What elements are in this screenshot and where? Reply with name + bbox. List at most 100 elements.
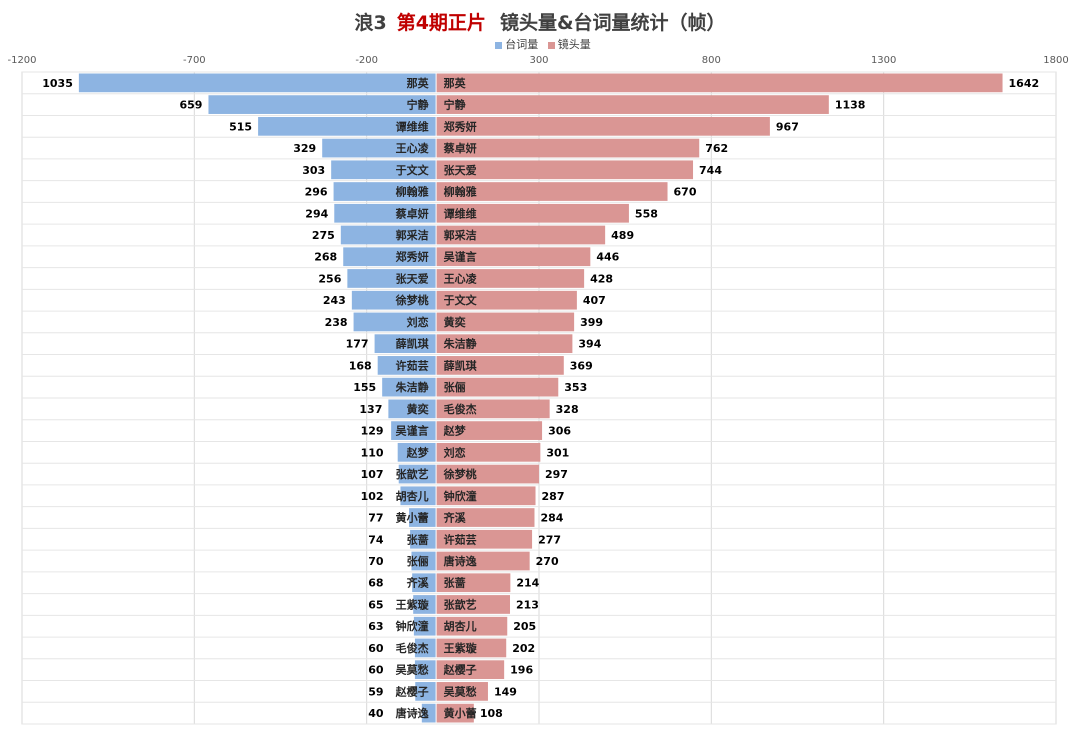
- data-label-shots: 306: [548, 425, 571, 438]
- data-label-shots: 762: [705, 142, 728, 155]
- data-label-shots: 287: [542, 490, 565, 503]
- category-label-shots: 郭采洁: [444, 228, 477, 242]
- bar-lines: [347, 269, 436, 288]
- category-label-lines: 张天爱: [396, 271, 429, 285]
- bar-lines: [414, 638, 436, 658]
- legend-swatch-lines: [495, 41, 503, 49]
- category-label-shots: 郑秀妍: [444, 119, 477, 133]
- category-label-shots: 朱洁静: [443, 337, 477, 351]
- data-label-shots: 202: [512, 642, 535, 655]
- bar-lines: [410, 529, 436, 549]
- data-label-lines: 303: [302, 164, 325, 177]
- data-label-lines: 243: [323, 294, 346, 307]
- bar-lines: [353, 312, 436, 332]
- bar-shots: [436, 486, 536, 506]
- x-tick-label: 800: [702, 55, 721, 66]
- data-label-shots: 407: [583, 294, 606, 307]
- bar-lines: [421, 703, 436, 723]
- category-label-lines: 吴莫愁: [396, 663, 429, 677]
- category-label-shots: 薛凯琪: [444, 358, 477, 372]
- data-label-shots: 399: [580, 316, 603, 329]
- bar-lines: [340, 225, 436, 245]
- data-label-shots: 353: [564, 381, 587, 394]
- bar-lines: [413, 616, 436, 636]
- data-label-shots: 489: [611, 229, 634, 242]
- category-label-lines: 薛凯琪: [396, 337, 429, 351]
- data-label-lines: 60: [368, 642, 384, 655]
- data-label-shots: 214: [516, 577, 539, 590]
- category-label-shots: 齐溪: [444, 511, 467, 525]
- legend-label-lines: 台词量: [505, 38, 539, 51]
- title-highlight: 第4期正片: [396, 12, 486, 34]
- data-label-shots: 670: [674, 186, 697, 199]
- bar-shots: [436, 442, 541, 462]
- bar-shots: [436, 377, 559, 397]
- bar-shots: [436, 269, 585, 288]
- bar-lines: [374, 334, 436, 354]
- bar-lines: [208, 95, 436, 114]
- category-label-shots: 赵樱子: [443, 663, 477, 677]
- category-label-lines: 朱洁静: [395, 380, 429, 394]
- bar-shots: [436, 334, 573, 354]
- data-label-shots: 270: [536, 555, 559, 568]
- category-label-shots: 钟欣潼: [444, 489, 477, 503]
- category-label-lines: 毛俊杰: [396, 641, 429, 655]
- category-label-shots: 王心凌: [444, 271, 478, 285]
- category-label-lines: 齐溪: [407, 576, 430, 590]
- bar-shots: [436, 595, 511, 614]
- bar-lines: [382, 377, 436, 397]
- legend-swatch-shots: [547, 41, 555, 49]
- data-label-shots: 446: [596, 251, 619, 264]
- category-label-shots: 柳翰雅: [444, 185, 477, 199]
- title-main: 镜头量&台词量统计（帧）: [499, 12, 726, 34]
- data-label-lines: 110: [361, 446, 384, 459]
- data-label-lines: 296: [305, 186, 328, 199]
- category-label-lines: 黄小蕾: [396, 511, 429, 525]
- category-label-shots: 王紫璇: [444, 641, 478, 655]
- x-tick-label: 300: [529, 55, 548, 66]
- data-label-lines: 65: [368, 598, 383, 611]
- category-label-shots: 张歆艺: [444, 597, 477, 611]
- category-label-shots: 谭维维: [444, 206, 477, 220]
- data-label-shots: 394: [578, 338, 601, 351]
- data-label-shots: 277: [538, 533, 561, 546]
- legend-label-shots: 镜头量: [557, 38, 591, 51]
- category-label-lines: 赵樱子: [395, 684, 429, 698]
- category-label-shots: 张蔷: [444, 576, 466, 590]
- bar-shots: [436, 95, 829, 114]
- category-label-lines: 柳翰雅: [396, 185, 429, 199]
- bar-shots: [436, 421, 543, 440]
- category-label-shots: 徐梦桃: [443, 467, 477, 481]
- bar-lines: [415, 682, 436, 701]
- data-label-lines: 59: [368, 685, 383, 698]
- category-label-lines: 那英: [407, 76, 430, 90]
- data-label-shots: 967: [776, 120, 799, 133]
- category-label-shots: 刘恋: [444, 445, 466, 459]
- category-label-lines: 宁静: [407, 98, 429, 112]
- category-label-shots: 唐诗逸: [444, 554, 477, 568]
- bar-lines: [409, 508, 436, 527]
- data-label-lines: 256: [318, 272, 341, 285]
- category-label-lines: 郑秀妍: [396, 250, 429, 264]
- data-label-shots: 297: [545, 468, 568, 481]
- data-label-lines: 268: [314, 251, 337, 264]
- bar-shots: [436, 703, 474, 723]
- bar-shots: [436, 182, 668, 201]
- data-label-lines: 329: [293, 142, 316, 155]
- data-label-lines: 74: [368, 533, 384, 546]
- category-label-lines: 赵梦: [406, 445, 430, 459]
- category-label-shots: 吴谨言: [444, 250, 477, 264]
- bar-lines: [331, 160, 436, 180]
- bar-shots: [436, 399, 550, 419]
- bar-shots: [436, 312, 575, 332]
- category-label-shots: 那英: [444, 76, 467, 90]
- data-label-shots: 328: [556, 403, 579, 416]
- bar-lines: [413, 595, 436, 614]
- data-label-lines: 168: [349, 359, 372, 372]
- data-label-shots: 369: [570, 359, 593, 372]
- bar-lines: [351, 290, 436, 310]
- x-tick-label: -1200: [7, 55, 36, 66]
- bar-shots: [436, 529, 533, 549]
- data-label-lines: 155: [353, 381, 376, 394]
